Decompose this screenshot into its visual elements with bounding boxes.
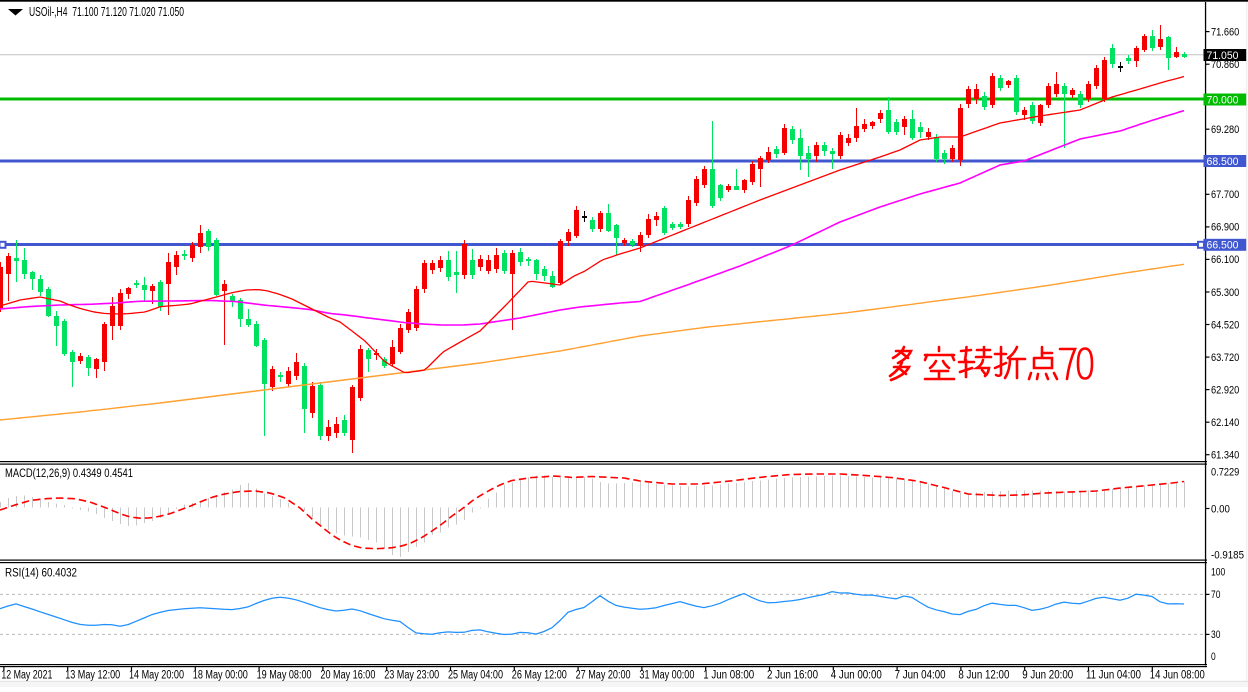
svg-text:4 Jun 00:00: 4 Jun 00:00 — [831, 670, 882, 682]
svg-text:70.000: 70.000 — [1207, 94, 1239, 106]
svg-text:69.280: 69.280 — [1211, 124, 1239, 136]
svg-text:23 May 23:00: 23 May 23:00 — [384, 670, 439, 682]
svg-text:66.900: 66.900 — [1211, 222, 1239, 234]
svg-text:25 May 04:00: 25 May 04:00 — [448, 670, 503, 682]
svg-text:70.860: 70.860 — [1211, 59, 1239, 71]
svg-text:12 May 2021: 12 May 2021 — [1, 670, 52, 682]
svg-text:9 Jun 20:00: 9 Jun 20:00 — [1022, 670, 1073, 682]
svg-text:0.00: 0.00 — [1211, 503, 1230, 515]
svg-text:68.500: 68.500 — [1207, 156, 1239, 168]
svg-text:26 May 12:00: 26 May 12:00 — [512, 670, 567, 682]
svg-text:71.050: 71.050 — [1207, 50, 1239, 62]
svg-text:70: 70 — [1211, 589, 1220, 601]
svg-text:7 Jun 04:00: 7 Jun 04:00 — [895, 670, 946, 682]
svg-text:14 May 20:00: 14 May 20:00 — [129, 670, 184, 682]
svg-text:14 Jun 08:00: 14 Jun 08:00 — [1150, 670, 1205, 682]
svg-text:18 May 00:00: 18 May 00:00 — [193, 670, 248, 682]
svg-text:8 Jun 12:00: 8 Jun 12:00 — [958, 670, 1009, 682]
svg-text:71.660: 71.660 — [1211, 26, 1239, 38]
svg-text:20 May 16:00: 20 May 16:00 — [320, 670, 375, 682]
svg-text:19 May 08:00: 19 May 08:00 — [257, 670, 312, 682]
svg-text:USOil-,H4 71.100 71.120 71.02: USOil-,H4 71.100 71.120 71.020 71.050 — [29, 5, 184, 19]
svg-text:62.140: 62.140 — [1211, 417, 1239, 429]
svg-text:-0.9185: -0.9185 — [1211, 550, 1244, 562]
svg-text:100: 100 — [1211, 566, 1225, 578]
svg-text:31 May 00:00: 31 May 00:00 — [639, 670, 694, 682]
svg-text:61.340: 61.340 — [1211, 450, 1239, 462]
svg-text:64.520: 64.520 — [1211, 319, 1239, 331]
svg-text:66.100: 66.100 — [1211, 254, 1239, 266]
svg-text:RSI(14) 60.4032: RSI(14) 60.4032 — [5, 568, 77, 580]
svg-text:0: 0 — [1211, 651, 1216, 663]
svg-text:62.920: 62.920 — [1211, 384, 1239, 396]
svg-text:11 Jun 04:00: 11 Jun 04:00 — [1086, 670, 1141, 682]
svg-text:67.700: 67.700 — [1211, 189, 1239, 201]
svg-text:65.300: 65.300 — [1211, 287, 1239, 299]
svg-text:27 May 20:00: 27 May 20:00 — [576, 670, 631, 682]
svg-text:2 Jun 16:00: 2 Jun 16:00 — [767, 670, 818, 682]
svg-text:30: 30 — [1211, 629, 1220, 641]
svg-text:63.720: 63.720 — [1211, 352, 1239, 364]
svg-text:MACD(12,26,9) 0.4349 0.4541: MACD(12,26,9) 0.4349 0.4541 — [5, 468, 133, 480]
svg-text:66.500: 66.500 — [1207, 240, 1239, 252]
svg-text:1 Jun 08:00: 1 Jun 08:00 — [703, 670, 754, 682]
svg-text:0.7229: 0.7229 — [1211, 466, 1239, 478]
svg-text:13 May 12:00: 13 May 12:00 — [65, 670, 120, 682]
